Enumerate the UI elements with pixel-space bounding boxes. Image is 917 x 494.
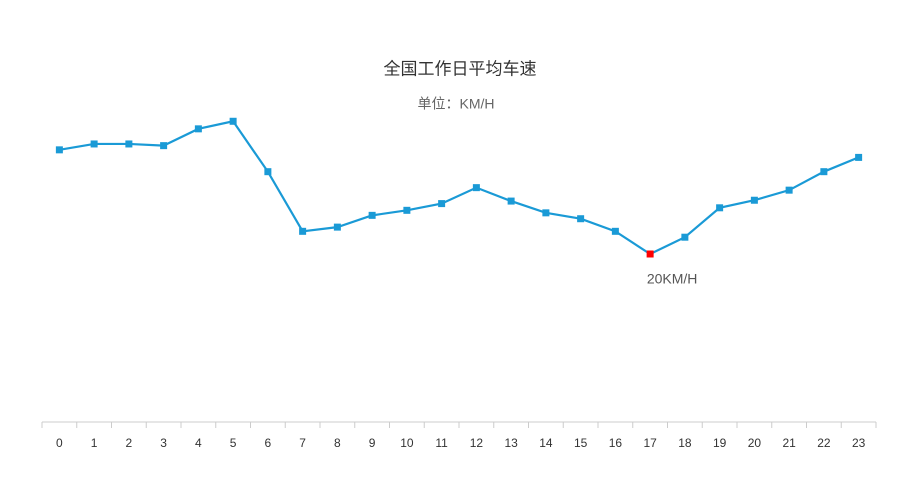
- x-tick-label: 20: [748, 436, 762, 450]
- point: [785, 186, 793, 194]
- x-tick-label: 12: [470, 436, 484, 450]
- point: [55, 146, 63, 154]
- x-tick-label: 16: [609, 436, 623, 450]
- point: [646, 250, 654, 258]
- point: [194, 125, 202, 133]
- x-tick-label: 8: [334, 436, 341, 450]
- x-tick-label: 22: [817, 436, 831, 450]
- x-tick-label: 3: [160, 436, 167, 450]
- point: [681, 233, 689, 241]
- x-tick-label: 10: [400, 436, 414, 450]
- point: [438, 200, 446, 208]
- x-tick-label: 5: [230, 436, 237, 450]
- point: [542, 209, 550, 217]
- point: [507, 197, 515, 205]
- x-tick-label: 23: [852, 436, 866, 450]
- x-tick-label: 17: [643, 436, 657, 450]
- point: [611, 227, 619, 235]
- x-tick-label: 6: [265, 436, 272, 450]
- x-tick-label: 11: [435, 436, 448, 450]
- point: [577, 215, 585, 223]
- point: [333, 223, 341, 231]
- x-tick-label: 18: [678, 436, 692, 450]
- x-tick-label: 21: [782, 436, 796, 450]
- point: [368, 211, 376, 219]
- x-tick-label: 13: [504, 436, 518, 450]
- chart-title: 全国工作日平均车速: [384, 59, 537, 78]
- x-tick-label: 1: [91, 436, 98, 450]
- point: [160, 142, 168, 150]
- x-tick-label: 0: [56, 436, 63, 450]
- point: [264, 168, 272, 176]
- point: [716, 204, 724, 212]
- chart-subtitle: 单位：KM/H: [418, 96, 495, 112]
- x-tick-label: 19: [713, 436, 727, 450]
- x-tick-label: 14: [539, 436, 553, 450]
- x-tick-label: 2: [126, 436, 133, 450]
- point: [403, 206, 411, 214]
- x-tick-label: 7: [299, 436, 306, 450]
- point: [750, 196, 758, 204]
- x-tick-label: 9: [369, 436, 376, 450]
- point: [125, 140, 133, 148]
- point: [229, 117, 237, 125]
- point: [472, 184, 480, 192]
- x-tick-label: 4: [195, 436, 202, 450]
- point: [820, 168, 828, 176]
- data-label: 20KM/H: [647, 271, 698, 287]
- point: [855, 153, 863, 161]
- line: [59, 120, 860, 256]
- x-tick-label: 15: [574, 436, 588, 450]
- point: [299, 227, 307, 235]
- point: [90, 140, 98, 148]
